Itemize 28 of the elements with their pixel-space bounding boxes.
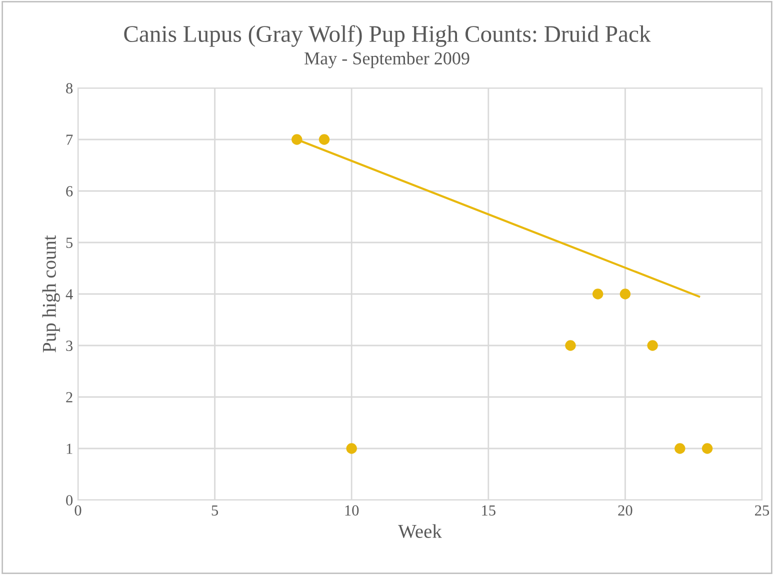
y-tick-label: 0 bbox=[66, 495, 73, 506]
point bbox=[592, 288, 604, 300]
y-tick-label: 3 bbox=[66, 340, 73, 351]
y-tick-label: 1 bbox=[66, 444, 72, 454]
point bbox=[346, 443, 357, 454]
x-tick-label: 5 bbox=[212, 505, 218, 516]
y-tick-label: 5 bbox=[66, 238, 73, 248]
y-tick-label: 2 bbox=[66, 392, 72, 402]
y-tick-label: 7 bbox=[66, 134, 73, 145]
y-tick-label: 8 bbox=[66, 83, 73, 94]
y-tick-label: 6 bbox=[66, 186, 73, 196]
x-tick-label: 25 bbox=[755, 505, 770, 516]
y-tick-label: 4 bbox=[66, 289, 73, 300]
x-tick-label: 10 bbox=[345, 505, 359, 516]
x-axis-title: Week bbox=[398, 524, 442, 538]
point bbox=[674, 443, 686, 454]
point bbox=[702, 443, 713, 454]
point bbox=[292, 134, 302, 145]
x-tick-label: 20 bbox=[618, 505, 632, 516]
point bbox=[647, 340, 658, 351]
point bbox=[318, 134, 330, 145]
y-axis-title: Pup high count bbox=[42, 235, 60, 352]
chart-subtitle: May - September 2009 bbox=[304, 52, 470, 68]
point bbox=[565, 340, 576, 351]
x-tick-label: 15 bbox=[482, 505, 496, 516]
point bbox=[620, 288, 631, 300]
chart-title: Canis Lupus (Gray Wolf) Pup High Counts: Druid Pack bbox=[124, 25, 651, 47]
x-tick-label: 0 bbox=[74, 505, 82, 516]
